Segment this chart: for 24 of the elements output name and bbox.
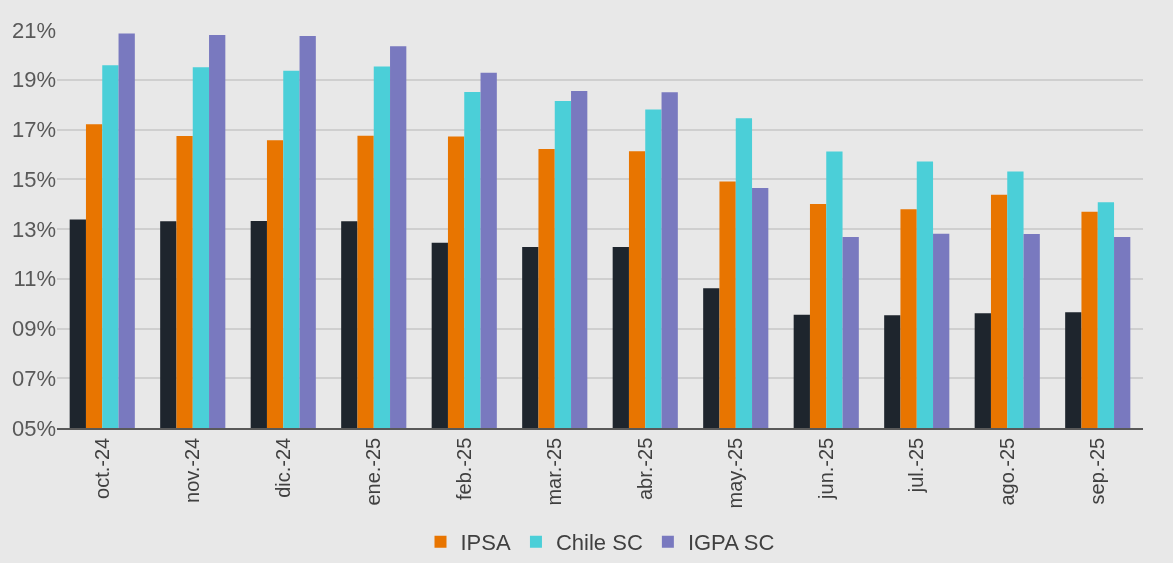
x-tick-label: nov.-24 — [181, 437, 204, 503]
y-tick-label: 07% — [11, 365, 56, 391]
x-tick-label: jun.-25 — [814, 437, 837, 500]
x-tick-label: feb.-25 — [452, 437, 475, 501]
legend-label: IPSA — [460, 530, 511, 556]
x-tick-label: ene.-25 — [362, 437, 385, 506]
x-tick-label: oct.-24 — [90, 437, 113, 499]
x-tick-label: may.-25 — [724, 437, 747, 509]
legend-label: IGPA SC — [687, 530, 775, 556]
y-tick-label: 17% — [11, 117, 56, 143]
x-tick-label: ago.-25 — [995, 437, 1018, 506]
y-tick-label: 05% — [11, 415, 56, 441]
x-tick-label: abr.-25 — [633, 437, 656, 501]
y-tick-label: 19% — [11, 67, 56, 93]
x-tick-label: sep.-25 — [1086, 437, 1109, 505]
y-tick-label: 21% — [11, 17, 56, 43]
x-tick-label: mar.-25 — [543, 437, 566, 506]
x-tick-label: jul.-25 — [905, 437, 928, 494]
y-tick-label: 13% — [11, 216, 56, 242]
y-tick-label: 11% — [13, 266, 56, 292]
legend-label: Chile SC — [555, 530, 643, 556]
x-tick-label: dic.-24 — [271, 437, 294, 498]
y-tick-label: 15% — [11, 166, 56, 192]
y-tick-label: 09% — [11, 316, 56, 342]
